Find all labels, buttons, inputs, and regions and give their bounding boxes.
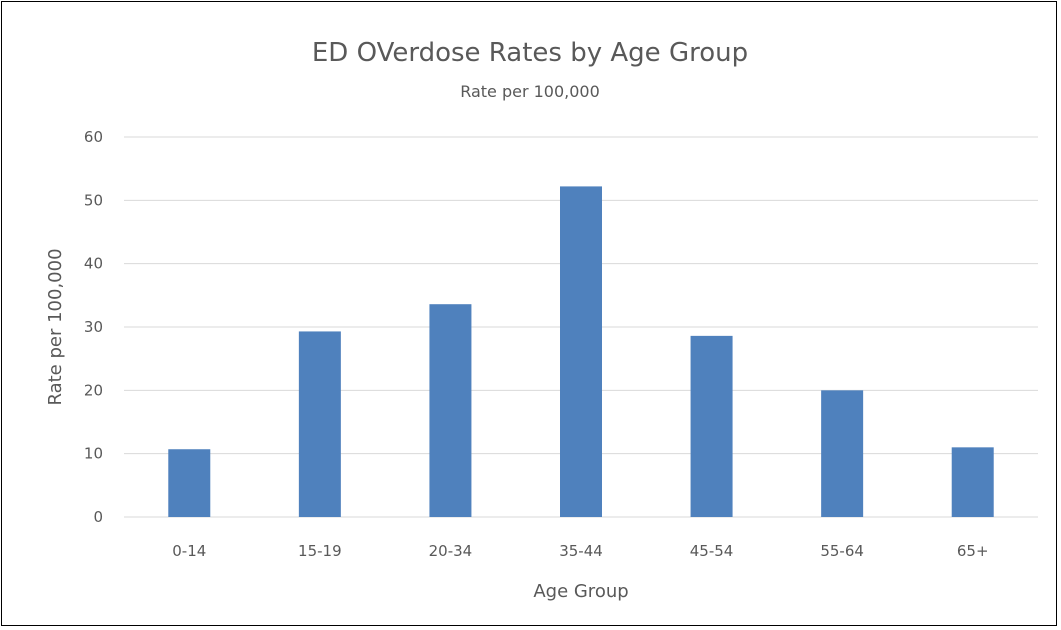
x-tick-label: 15-19: [298, 542, 342, 560]
y-tick-label: 50: [84, 191, 103, 209]
bar-0-14: [168, 449, 211, 517]
x-tick-label: 65+: [957, 542, 989, 560]
chart-subtitle: Rate per 100,000: [460, 82, 600, 101]
x-tick-label: 55-64: [820, 542, 864, 560]
x-tick-label: 0-14: [172, 542, 206, 560]
x-tick-label: 45-54: [690, 542, 734, 560]
x-axis-title: Age Group: [533, 581, 628, 602]
bar-55-64: [821, 390, 864, 517]
bar-45-54: [690, 335, 733, 517]
y-tick-label: 60: [84, 128, 103, 146]
y-tick-label: 10: [84, 445, 103, 463]
bar-15-19: [298, 331, 341, 517]
y-tick-label: 30: [84, 318, 103, 336]
y-axis-ticks: 0 10 20 30 40 50 60: [84, 128, 103, 526]
x-tick-label: 20-34: [429, 542, 473, 560]
bar-35-44: [560, 186, 602, 517]
y-tick-label: 20: [84, 381, 103, 399]
y-tick-label: 40: [84, 255, 103, 273]
x-axis-ticks: 0-14 15-19 20-34 35-44 45-54 55-64 65+: [172, 542, 988, 560]
bar-65+: [951, 447, 994, 517]
bars: [168, 186, 994, 517]
bar-20-34: [429, 304, 472, 517]
x-tick-label: 35-44: [559, 542, 603, 560]
chart-title: ED OVerdose Rates by Age Group: [312, 38, 748, 68]
y-axis-title: Rate per 100,000: [45, 248, 66, 405]
y-tick-label: 0: [93, 508, 103, 526]
